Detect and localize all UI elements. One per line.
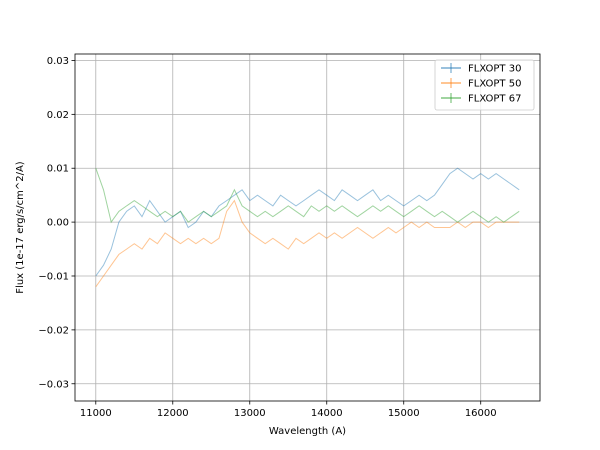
legend-label-3: FLXOPT 67 [468, 94, 521, 105]
x-tick-label: 15000 [388, 408, 420, 419]
series-line-3 [95, 168, 520, 224]
series-group [95, 167, 520, 288]
x-axis-label: Wavelength (A) [269, 426, 346, 437]
x-tick-label: 12000 [157, 408, 189, 419]
y-axis: −0.03 −0.02 −0.01 0.00 0.01 0.02 0.03 [38, 56, 75, 390]
grid [75, 54, 540, 401]
x-tick-label: 14000 [311, 408, 343, 419]
y-tick-label: 0.01 [47, 164, 69, 175]
legend: FLXOPT 30 FLXOPT 50 FLXOPT 67 [434, 59, 535, 111]
legend-label-2: FLXOPT 50 [468, 79, 521, 90]
x-tick-label: 13000 [234, 408, 266, 419]
plot-frame [74, 53, 541, 402]
series-line-2 [95, 199, 520, 288]
y-tick-label: −0.01 [38, 271, 69, 282]
y-tick-label: −0.02 [38, 325, 69, 336]
y-tick-label: 0.03 [47, 56, 69, 67]
y-tick-label: −0.03 [38, 379, 69, 390]
x-tick-label: 11000 [80, 408, 112, 419]
x-axis: 11000 12000 13000 14000 15000 16000 [80, 401, 497, 419]
x-tick-label: 16000 [465, 408, 497, 419]
y-tick-label: 0.00 [47, 218, 69, 229]
series-line-1 [95, 167, 520, 277]
y-axis-label: Flux (1e-17 erg/s/cm^2/A) [15, 161, 26, 293]
legend-label-1: FLXOPT 30 [468, 64, 521, 75]
y-tick-label: 0.02 [47, 110, 69, 121]
